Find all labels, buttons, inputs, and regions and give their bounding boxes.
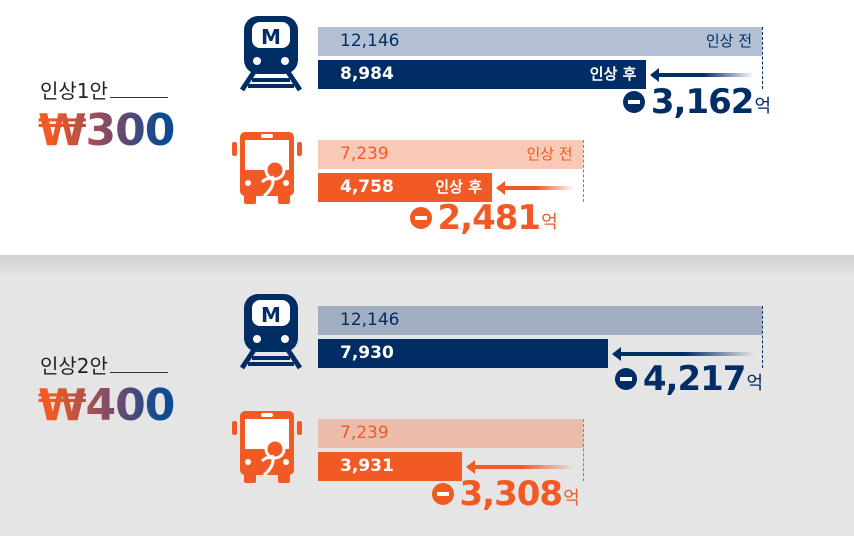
svg-text:M: M — [261, 25, 281, 49]
bus-after-value: 4,758 — [340, 177, 394, 197]
bus-before-bar: 7,239 — [318, 419, 583, 448]
plan-price: ₩300 — [38, 105, 175, 156]
unit-label: 억 — [746, 373, 763, 394]
bus-before-marker — [582, 419, 584, 481]
before-label: 인상 전 — [526, 145, 573, 163]
bus-after-value: 3,931 — [340, 456, 394, 476]
subway-icon: M — [239, 292, 303, 374]
bus-before-value: 7,239 — [340, 423, 389, 443]
bus-decrease-value: 3,308 — [459, 474, 564, 514]
after-label: 인상 후 — [589, 65, 637, 83]
metro-before-bar: 12,146 인상 전 — [318, 27, 762, 56]
bus-before-value: 7,239 — [340, 144, 389, 164]
bus-icon — [232, 130, 302, 210]
metro-after-value: 8,984 — [340, 64, 394, 84]
metro-before-bar: 12,146 — [318, 306, 762, 335]
bus-decrease: 3,308 억 — [431, 474, 580, 514]
plan-name: 인상2안 — [40, 350, 168, 379]
minus-icon — [409, 207, 432, 229]
after-label: 인상 후 — [435, 178, 482, 196]
metro-decrease-value: 4,217 — [642, 359, 747, 399]
plan-name-text: 인상1안 — [40, 79, 108, 103]
metro-decrease: 4,217 억 — [614, 359, 763, 399]
bus-icon — [232, 409, 302, 489]
plan2-background — [0, 255, 854, 536]
metro-before-marker — [762, 27, 763, 89]
minus-icon — [622, 91, 645, 113]
metro-after-value: 7,930 — [340, 343, 394, 363]
unit-label: 억 — [541, 212, 558, 233]
subway-icon: M — [239, 14, 303, 96]
metro-before-marker — [762, 306, 763, 368]
unit-label: 억 — [563, 488, 580, 509]
plan-underline — [109, 97, 168, 98]
plan-underline — [109, 372, 168, 373]
bus-after-bar: 3,931 — [318, 452, 462, 481]
bus-before-marker — [582, 140, 584, 202]
plan-name: 인상1안 — [40, 75, 168, 104]
bus-decrease-arrow — [495, 181, 575, 195]
metro-decrease-arrow — [650, 68, 754, 82]
bus-before-bar: 7,239 인상 전 — [318, 140, 583, 169]
metro-before-value: 12,146 — [340, 31, 400, 51]
minus-icon — [614, 368, 637, 390]
unit-label: 억 — [754, 96, 771, 117]
metro-after-bar: 7,930 — [318, 339, 608, 368]
plan-price: ₩400 — [38, 380, 175, 431]
before-label: 인상 전 — [705, 32, 752, 50]
bus-decrease-value: 2,481 — [437, 198, 542, 238]
minus-icon — [431, 483, 454, 505]
svg-text:M: M — [261, 303, 281, 327]
metro-before-value: 12,146 — [340, 310, 400, 330]
metro-after-bar: 8,984 인상 후 — [318, 60, 647, 89]
metro-decrease-arrow — [611, 347, 754, 361]
bus-after-bar: 4,758 인상 후 — [318, 173, 492, 202]
bus-decrease-arrow — [465, 460, 575, 474]
bus-decrease: 2,481 억 — [409, 198, 558, 238]
metro-decrease: 3,162 억 — [622, 82, 771, 122]
plan-name-text: 인상2안 — [40, 354, 108, 378]
metro-decrease-value: 3,162 — [650, 82, 755, 122]
